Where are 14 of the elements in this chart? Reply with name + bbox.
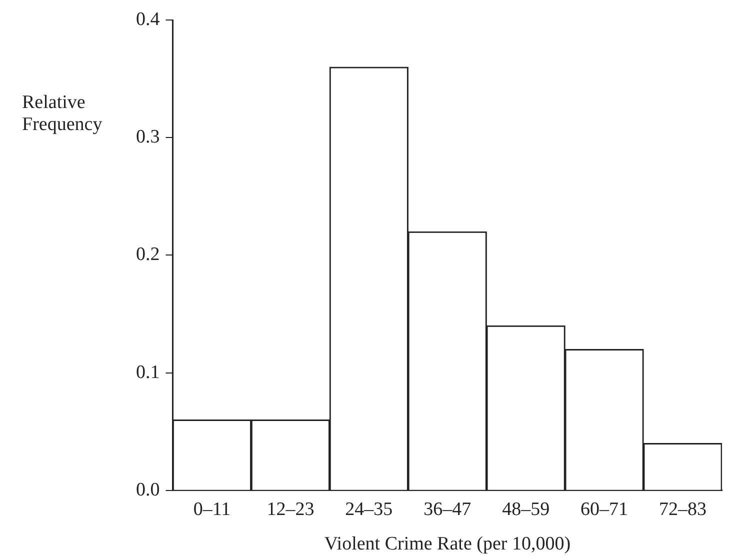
y-axis-title: Relative Frequency bbox=[22, 92, 102, 135]
x-tick-label: 48–59 bbox=[502, 498, 550, 520]
x-tick-label: 24–35 bbox=[345, 498, 393, 520]
y-tick-label: 0.4 bbox=[136, 8, 160, 30]
y-tick-label: 0.0 bbox=[136, 479, 160, 500]
x-tick-label: 72–83 bbox=[659, 498, 707, 520]
x-tick-label: 12–23 bbox=[266, 498, 314, 520]
y-tick-label: 0.3 bbox=[136, 126, 160, 148]
x-axis-title: Violent Crime Rate (per 10,000) bbox=[324, 534, 571, 555]
x-tick-label: 60–71 bbox=[580, 498, 628, 520]
x-tick-label: 0–11 bbox=[193, 498, 231, 520]
x-tick-label: 36–47 bbox=[424, 498, 472, 520]
y-tick-label: 0.1 bbox=[136, 362, 160, 383]
y-tick-label: 0.2 bbox=[136, 244, 160, 266]
